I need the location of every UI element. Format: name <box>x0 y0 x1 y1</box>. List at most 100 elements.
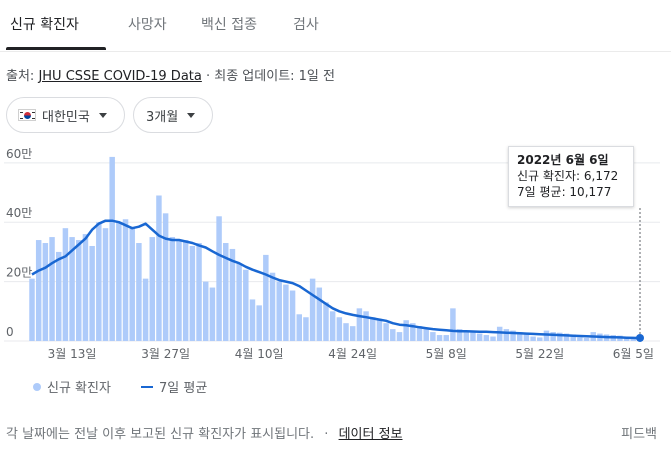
case-bar <box>403 320 409 341</box>
case-bar <box>289 290 296 341</box>
case-bar <box>423 329 429 341</box>
case-bar <box>62 228 69 341</box>
y-tick-label: 0 <box>6 325 14 339</box>
legend-new-cases: 신규 확진자 <box>33 377 111 396</box>
case-bar <box>229 248 236 341</box>
case-bar <box>343 323 349 341</box>
source-line: 출처: JHU CSSE COVID-19 Data · 최종 업데이트: 1일… <box>6 65 335 84</box>
period-dropdown[interactable]: 3개월 <box>133 97 213 133</box>
case-bar <box>156 195 162 341</box>
tab-vaccinations[interactable]: 백신 접종 <box>201 17 257 33</box>
case-bar <box>129 228 135 341</box>
case-bar <box>269 272 276 341</box>
case-bar <box>323 302 329 341</box>
tab-new-cases[interactable]: 신규 확진자 <box>10 17 79 33</box>
case-bar <box>550 332 556 341</box>
case-bar <box>416 326 423 341</box>
data-info-link[interactable]: 데이터 정보 <box>338 427 403 442</box>
case-bar <box>202 281 209 341</box>
case-bar <box>356 308 363 341</box>
case-bar <box>209 287 216 341</box>
source-link[interactable]: JHU CSSE COVID-19 Data <box>38 69 202 84</box>
tab-tests[interactable]: 검사 <box>293 17 319 33</box>
case-bar <box>162 213 169 341</box>
tooltip-new-cases: 신규 확진자: 6,172 <box>517 169 619 183</box>
x-tick-label: 5월 8일 <box>426 347 467 361</box>
tooltip-date: 2022년 6월 6일 <box>517 153 609 167</box>
x-tick-label: 3월 13일 <box>48 347 97 361</box>
case-bar <box>630 338 637 341</box>
tooltip-average: 7일 평균: 10,177 <box>517 185 612 199</box>
case-bar <box>410 323 416 341</box>
case-bar <box>176 240 182 341</box>
case-bar <box>623 338 630 341</box>
footer-text: 각 날짜에는 전날 이후 보고된 신규 확진자가 표시됩니다. <box>6 427 315 442</box>
case-bar <box>42 243 49 341</box>
case-bar <box>530 336 536 341</box>
case-bar <box>149 237 156 341</box>
legend-line-icon <box>141 385 153 388</box>
chart-bars <box>29 156 643 341</box>
case-bar <box>363 311 369 341</box>
case-bar <box>390 329 396 341</box>
case-bar <box>29 278 35 341</box>
legend-average: 7일 평균 <box>141 377 207 396</box>
period-label: 3개월 <box>146 109 179 125</box>
case-bar <box>376 320 383 341</box>
case-bar <box>496 326 503 341</box>
case-bar <box>557 332 563 341</box>
legend-dot-icon <box>33 382 41 391</box>
case-bar <box>263 254 269 341</box>
case-bar <box>456 329 463 341</box>
case-bar <box>510 330 516 341</box>
y-axis-labels: 0 20만 40만 60만 <box>6 147 32 339</box>
case-bar <box>349 326 356 341</box>
case-bar <box>563 333 570 341</box>
case-bar <box>436 335 443 341</box>
country-label: 대한민국 <box>42 109 90 125</box>
case-bar <box>329 311 336 341</box>
case-bar <box>89 245 95 341</box>
case-bar <box>516 332 523 341</box>
footer-separator: · <box>324 427 329 442</box>
x-tick-label: 6월 5일 <box>613 347 654 361</box>
case-bar <box>76 240 82 341</box>
feedback-link[interactable]: 피드백 <box>621 427 657 442</box>
case-bar <box>577 337 583 341</box>
case-bar <box>116 222 122 341</box>
footer-note: 각 날짜에는 전날 이후 보고된 신규 확진자가 표시됩니다. · 데이터 정보 <box>6 423 403 442</box>
case-bar <box>537 337 543 341</box>
case-bar <box>142 278 149 341</box>
seven-day-average-line <box>31 219 641 340</box>
case-bar <box>136 243 142 341</box>
y-tick-label: 60만 <box>6 147 32 161</box>
south-korea-flag-icon <box>18 109 36 121</box>
y-tick-label: 20만 <box>6 266 32 280</box>
case-bar <box>96 222 102 341</box>
case-bar <box>490 336 496 341</box>
case-bar <box>336 317 343 341</box>
country-dropdown[interactable]: 대한민국 <box>6 97 125 133</box>
y-tick-label: 40만 <box>6 206 32 220</box>
case-bar <box>196 243 202 341</box>
tab-deaths[interactable]: 사망자 <box>128 17 167 33</box>
case-bar <box>309 278 316 341</box>
case-bar <box>583 338 590 341</box>
case-bar <box>303 317 309 341</box>
case-bar <box>223 243 229 341</box>
chevron-down-icon <box>187 112 196 118</box>
cases-chart[interactable]: 0 20만 40만 60만 3월 13일 3월 27일 4월 10일 4월 24일 5월 8일… <box>0 140 671 372</box>
active-tab-indicator <box>6 47 106 50</box>
x-tick-label: 3월 27일 <box>141 347 190 361</box>
x-tick-label: 4월 24일 <box>328 347 377 361</box>
chart-tooltip: 2022년 6월 6일 신규 확진자: 6,172 7일 평균: 10,177 <box>508 146 634 207</box>
case-bar <box>182 240 189 341</box>
case-bar <box>189 245 196 341</box>
case-bar <box>122 219 129 341</box>
case-bar <box>543 330 550 341</box>
case-bar <box>35 240 42 341</box>
case-bar <box>383 323 389 341</box>
hover-indicator-dot <box>636 333 644 342</box>
legend-new-cases-label: 신규 확진자 <box>47 381 111 396</box>
case-bar <box>430 332 436 341</box>
